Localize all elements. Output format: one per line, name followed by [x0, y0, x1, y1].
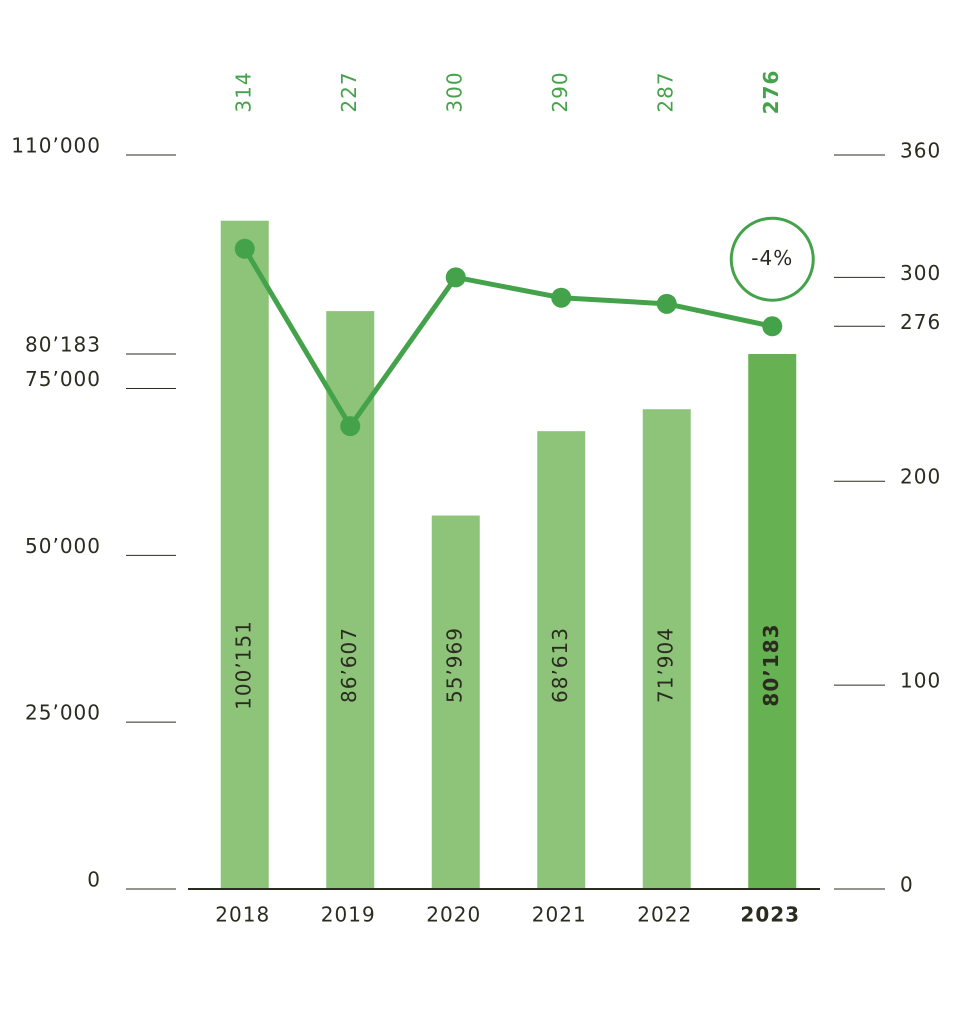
line-value-label: 290	[548, 71, 572, 112]
line-value-label: 227	[337, 71, 361, 112]
line-point	[656, 293, 677, 314]
y-tick-label: 0	[87, 868, 101, 892]
x-tick-label: 2022	[637, 903, 692, 927]
y-tick-label: 50’000	[25, 534, 101, 558]
bar	[748, 353, 797, 890]
bar-value-label: 100’151	[231, 620, 255, 710]
x-tick-label: 2021	[532, 903, 587, 927]
line-point	[551, 287, 572, 308]
bar-value-label: 68’613	[548, 627, 572, 703]
x-tick-label: 2023	[740, 903, 800, 927]
y-tick-label: 110’000	[11, 134, 101, 158]
line-value-label: 276	[759, 70, 783, 115]
bar-value-label: 86’607	[337, 627, 361, 703]
line-value-label: 300	[442, 71, 466, 112]
bar-value-label: 71’904	[653, 627, 677, 703]
y2-tick-label: 276	[900, 310, 941, 334]
y2-tick-label: 100	[900, 669, 941, 693]
annotation: -4%	[751, 246, 793, 270]
line-value-label: 314	[231, 71, 255, 112]
line-point	[234, 238, 255, 259]
line-point	[445, 267, 466, 288]
y-tick-label: 75’000	[25, 367, 101, 391]
y2-tick-label: 300	[900, 261, 941, 285]
x-tick-label: 2018	[215, 903, 270, 927]
x-tick-label: 2019	[321, 903, 376, 927]
bar-value-label: 80’183	[759, 623, 783, 706]
line	[242, 247, 773, 429]
annotation-circle	[729, 216, 815, 302]
y2-tick-label: 0	[900, 873, 914, 897]
bar	[642, 409, 691, 889]
line-point	[762, 316, 783, 337]
x-tick-label: 2020	[426, 903, 481, 927]
bar-value-label: 55’969	[442, 627, 466, 703]
bar	[220, 220, 269, 889]
y-tick-label: 25’000	[25, 701, 101, 725]
bar	[537, 431, 586, 889]
line-value-label: 287	[653, 71, 677, 112]
line-point	[340, 416, 361, 437]
y2-tick-label: 360	[900, 139, 941, 163]
y-tick-label: 80’183	[25, 332, 101, 356]
bar	[431, 515, 480, 889]
y2-tick-label: 200	[900, 465, 941, 489]
